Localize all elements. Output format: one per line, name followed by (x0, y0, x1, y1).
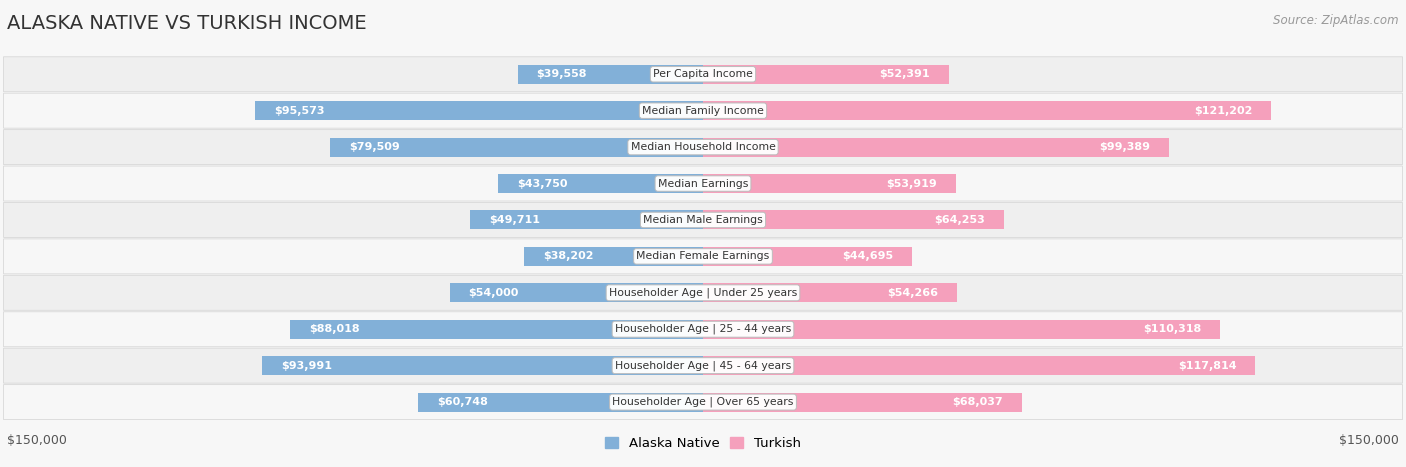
Bar (703, 211, 1004, 229)
Bar (254, 101, 703, 120)
Text: $68,037: $68,037 (952, 397, 1002, 407)
Bar (419, 393, 703, 411)
Bar (703, 174, 956, 193)
Text: $95,573: $95,573 (274, 106, 325, 116)
Bar (703, 65, 949, 84)
Text: $54,000: $54,000 (468, 288, 519, 298)
FancyBboxPatch shape (4, 203, 1402, 237)
Text: Median Household Income: Median Household Income (630, 142, 776, 152)
Text: $64,253: $64,253 (935, 215, 986, 225)
Text: $121,202: $121,202 (1194, 106, 1253, 116)
Bar (498, 174, 703, 193)
Text: $110,318: $110,318 (1143, 324, 1201, 334)
Text: $38,202: $38,202 (543, 251, 593, 262)
FancyBboxPatch shape (4, 130, 1402, 164)
Text: $60,748: $60,748 (437, 397, 488, 407)
Bar (263, 356, 703, 375)
Text: $52,391: $52,391 (879, 69, 929, 79)
Text: Median Family Income: Median Family Income (643, 106, 763, 116)
Text: $150,000: $150,000 (7, 434, 67, 447)
Bar (703, 247, 912, 266)
FancyBboxPatch shape (4, 166, 1402, 201)
Text: $43,750: $43,750 (517, 178, 567, 189)
Text: Householder Age | Under 25 years: Householder Age | Under 25 years (609, 288, 797, 298)
Text: Median Male Earnings: Median Male Earnings (643, 215, 763, 225)
Bar (703, 356, 1256, 375)
Text: Source: ZipAtlas.com: Source: ZipAtlas.com (1274, 14, 1399, 27)
Text: $54,266: $54,266 (887, 288, 939, 298)
Bar (703, 283, 957, 302)
Bar (703, 138, 1168, 156)
Bar (450, 283, 703, 302)
Text: $117,814: $117,814 (1178, 361, 1236, 371)
Text: Median Female Earnings: Median Female Earnings (637, 251, 769, 262)
Text: $93,991: $93,991 (281, 361, 332, 371)
Bar (291, 320, 703, 339)
FancyBboxPatch shape (4, 385, 1402, 419)
Bar (524, 247, 703, 266)
Text: Median Earnings: Median Earnings (658, 178, 748, 189)
Text: Householder Age | 45 - 64 years: Householder Age | 45 - 64 years (614, 361, 792, 371)
FancyBboxPatch shape (4, 348, 1402, 383)
Text: $49,711: $49,711 (489, 215, 540, 225)
Bar (517, 65, 703, 84)
FancyBboxPatch shape (4, 276, 1402, 310)
Bar (330, 138, 703, 156)
Text: $39,558: $39,558 (536, 69, 586, 79)
Bar (703, 393, 1022, 411)
Text: $99,389: $99,389 (1099, 142, 1150, 152)
Text: ALASKA NATIVE VS TURKISH INCOME: ALASKA NATIVE VS TURKISH INCOME (7, 14, 367, 33)
Bar (703, 320, 1220, 339)
Text: Per Capita Income: Per Capita Income (652, 69, 754, 79)
Text: $53,919: $53,919 (886, 178, 936, 189)
Text: Householder Age | 25 - 44 years: Householder Age | 25 - 44 years (614, 324, 792, 334)
FancyBboxPatch shape (4, 93, 1402, 128)
Text: $88,018: $88,018 (309, 324, 360, 334)
Text: $150,000: $150,000 (1339, 434, 1399, 447)
Text: $79,509: $79,509 (349, 142, 399, 152)
Text: Householder Age | Over 65 years: Householder Age | Over 65 years (612, 397, 794, 407)
FancyBboxPatch shape (4, 312, 1402, 347)
Bar (470, 211, 703, 229)
FancyBboxPatch shape (4, 239, 1402, 274)
FancyBboxPatch shape (4, 57, 1402, 92)
Text: $44,695: $44,695 (842, 251, 894, 262)
Bar (703, 101, 1271, 120)
Legend: Alaska Native, Turkish: Alaska Native, Turkish (600, 432, 806, 456)
